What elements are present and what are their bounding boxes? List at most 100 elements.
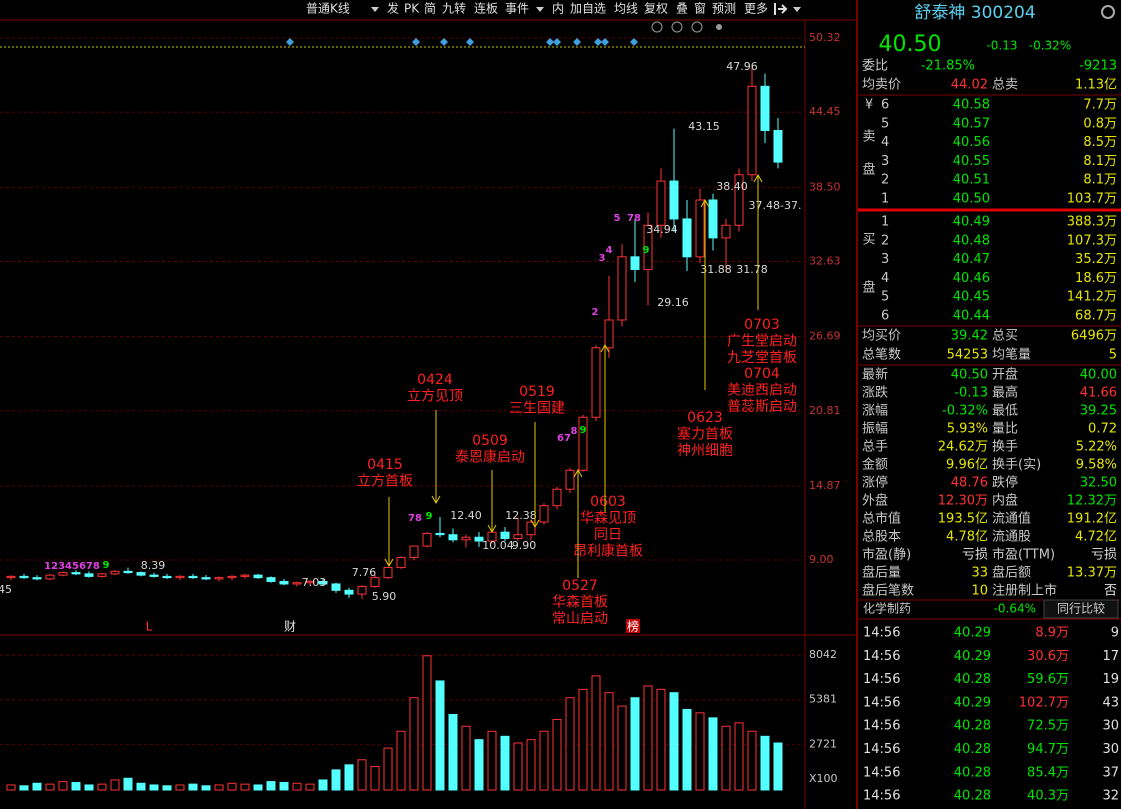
quote-cell: 32.50 (1080, 476, 1117, 491)
book-volume: 0.8万 (1083, 116, 1117, 131)
event-label: 0415 (367, 457, 403, 473)
tick-cell: 14:56 (863, 789, 900, 804)
toolbar-icon[interactable] (716, 24, 722, 30)
toolbar-item[interactable]: 内 (552, 2, 564, 16)
quote-cell: 12.32万 (1067, 494, 1117, 509)
nine-turn-count: 78 (627, 213, 641, 224)
side-label: ¥ (865, 98, 873, 113)
volume-bar (136, 782, 146, 791)
quote-cell: 39.25 (1080, 404, 1117, 419)
book-price: 40.58 (953, 98, 990, 113)
book-level: 4 (881, 271, 889, 286)
nine-turn-count: 3 (599, 253, 606, 264)
toolbar-item[interactable]: 预测 (712, 2, 736, 16)
book-level: 4 (881, 135, 889, 150)
toolbar-item[interactable]: 发 (387, 1, 399, 16)
toolbar-item[interactable]: 复权 (644, 2, 668, 16)
volume-bar (708, 717, 718, 791)
volume-bar (58, 781, 68, 791)
dropdown-arrow[interactable] (371, 7, 379, 12)
volume-bar (162, 785, 172, 791)
book-volume: 388.3万 (1067, 215, 1117, 230)
candle-body (19, 575, 29, 579)
volume-bar (565, 697, 575, 791)
quote-cell: 盘后笔数 (862, 583, 914, 599)
candle-body (149, 574, 159, 577)
event-diamond (594, 38, 602, 46)
event-label: 昂利康首板 (573, 543, 643, 560)
toolbar-icon[interactable] (691, 21, 703, 33)
quote-cell: 注册制上市 (992, 583, 1057, 599)
volume-bar (71, 781, 81, 791)
quote-cell: 否 (1104, 584, 1117, 599)
quote-cell: 委比 (862, 59, 888, 74)
candle-body (188, 575, 198, 579)
book-volume: 8.5万 (1083, 135, 1117, 150)
volume-bar (682, 708, 692, 791)
price-annotation: 29.16 (657, 296, 689, 309)
book-volume: 107.3万 (1067, 233, 1117, 248)
toolbar-item[interactable]: PK (404, 2, 420, 16)
volume-bar (604, 692, 614, 791)
nine-turn-count: 12345678 (44, 561, 100, 572)
candle-body (617, 256, 627, 321)
candle-body (110, 570, 120, 575)
candle-body (539, 505, 549, 523)
volume-bar (84, 784, 94, 791)
settings-icon[interactable] (1101, 5, 1115, 19)
dropdown-arrow[interactable] (793, 7, 801, 12)
marker: L (146, 620, 153, 634)
quote-cell: 5.22% (1076, 440, 1117, 455)
quote-cell: 流通股 (992, 530, 1031, 545)
candle-body (682, 218, 692, 258)
toolbar-item[interactable]: 加自选 (570, 2, 606, 16)
candle-body (630, 256, 640, 270)
toolbar-icon[interactable] (774, 3, 788, 15)
tick-cell: 37 (1102, 765, 1119, 780)
peer-compare-button[interactable]: 同行比较 (1057, 601, 1105, 616)
toolbar-item[interactable]: 普通K线 (306, 2, 350, 16)
quote-cell: -21.85% (921, 59, 975, 74)
toolbar-item[interactable]: 连板 (474, 1, 498, 16)
volume-bar (344, 764, 354, 791)
candle-body (331, 583, 341, 591)
book-volume: 68.7万 (1075, 309, 1117, 324)
dropdown-arrow[interactable] (536, 7, 544, 12)
event-arrowhead (487, 524, 497, 534)
toolbar-item[interactable]: 叠 (676, 2, 688, 16)
toolbar-item[interactable]: 事件 (505, 2, 529, 16)
candle-body (318, 580, 328, 585)
candle-body (773, 130, 783, 163)
toolbar-item[interactable]: 均线 (614, 2, 638, 16)
volume-bar (617, 705, 627, 791)
price-annotation: 37.48-37. (749, 199, 802, 212)
book-level: 2 (881, 233, 889, 248)
volume-bar (227, 782, 237, 791)
toolbar-item[interactable]: 更多 (744, 2, 768, 16)
toolbar-icon[interactable] (651, 21, 663, 33)
book-volume: 35.2万 (1075, 252, 1117, 267)
quote-cell: 开盘 (992, 367, 1018, 383)
candle-body (292, 582, 302, 585)
quote-cell: -0.32% (942, 404, 988, 419)
quote-cell: 41.66 (1080, 386, 1117, 401)
volume-bar (552, 719, 562, 791)
volume-bar (669, 692, 679, 791)
event-label: 0603 (590, 494, 626, 510)
tick-cell: 40.28 (954, 765, 991, 780)
toolbar-icon[interactable] (671, 21, 683, 33)
nine-turn-count: 67 (557, 433, 571, 444)
toolbar-item[interactable]: 窗 (694, 2, 706, 16)
candle-body (279, 580, 289, 585)
quote-cell: 涨幅 (862, 404, 888, 419)
event-label: 广生堂启动 (727, 334, 797, 350)
side-label: 卖 (862, 130, 875, 145)
nine-turn-count: 8 (571, 426, 578, 437)
toolbar-item[interactable]: 九转 (442, 1, 466, 16)
quote-cell: 总卖 (992, 78, 1018, 93)
toolbar-item[interactable]: 简 (424, 2, 436, 16)
y-tick-label: 9.00 (809, 553, 834, 566)
y-tick-label: 26.69 (809, 330, 841, 343)
button-bg[interactable] (1043, 599, 1119, 619)
